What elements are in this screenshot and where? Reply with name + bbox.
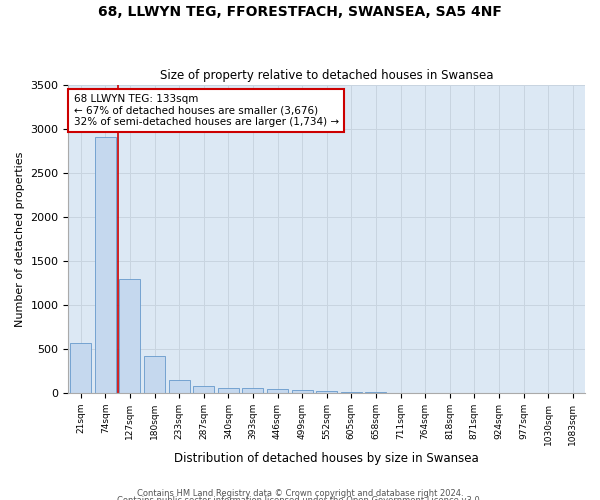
Bar [218,388,239,393]
Bar [119,278,140,393]
Bar [144,356,165,393]
Y-axis label: Number of detached properties: Number of detached properties [15,151,25,326]
Text: 68, LLWYN TEG, FFORESTFACH, SWANSEA, SA5 4NF: 68, LLWYN TEG, FFORESTFACH, SWANSEA, SA5… [98,5,502,19]
Bar [193,386,214,393]
Bar [341,392,362,393]
Bar [365,392,386,393]
Bar [95,138,116,393]
Text: 68 LLWYN TEG: 133sqm
← 67% of detached houses are smaller (3,676)
32% of semi-de: 68 LLWYN TEG: 133sqm ← 67% of detached h… [74,94,338,127]
Bar [292,390,313,393]
Title: Size of property relative to detached houses in Swansea: Size of property relative to detached ho… [160,69,493,82]
X-axis label: Distribution of detached houses by size in Swansea: Distribution of detached houses by size … [175,452,479,465]
Bar [169,380,190,393]
Bar [242,388,263,393]
Text: Contains public sector information licensed under the Open Government Licence v3: Contains public sector information licen… [118,496,482,500]
Text: Contains HM Land Registry data © Crown copyright and database right 2024.: Contains HM Land Registry data © Crown c… [137,488,463,498]
Bar [316,392,337,393]
Bar [70,343,91,393]
Bar [267,389,288,393]
